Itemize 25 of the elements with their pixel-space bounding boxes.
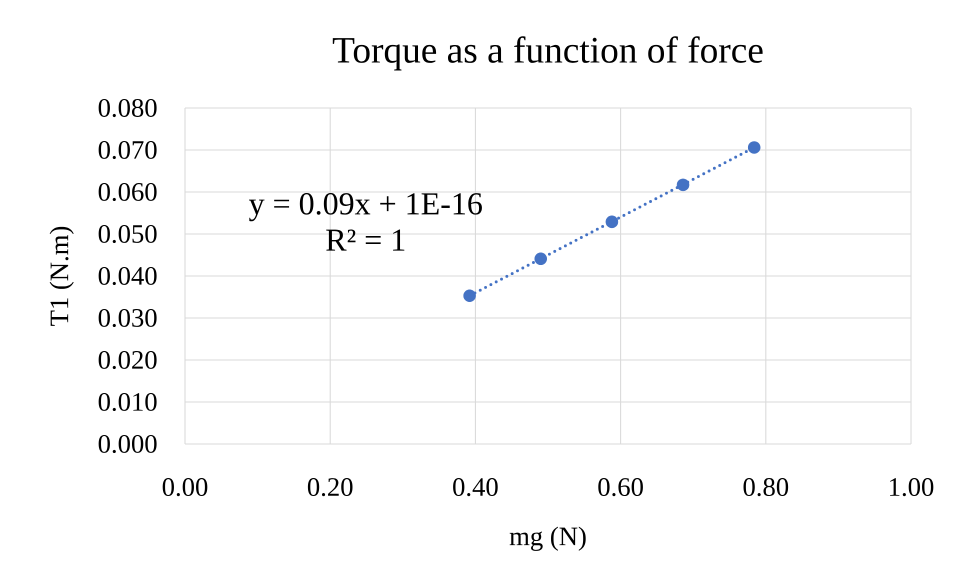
y-tick-label: 0.040 [98,266,157,286]
y-tick-label: 0.030 [98,308,157,328]
y-tick-label: 0.070 [98,140,157,160]
chart-title: Torque as a function of force [332,36,763,70]
x-tick-label: 0.80 [744,478,788,496]
y-tick-label: 0.060 [98,182,157,202]
y-tick-label: 0.050 [98,224,157,244]
annotation: y = 0.09x + 1E-16 [249,193,482,222]
y-axis-title: T1 (N.m) [50,226,74,326]
point [534,252,548,266]
x-axis-title: mg (N) [510,526,586,551]
x-tick-label: 1.00 [890,478,934,496]
x-tick-label: 0.60 [598,478,643,496]
point [748,141,760,154]
point [463,289,476,302]
x-tick-label: 0.00 [162,478,208,496]
y-tick-label: 0.020 [98,350,157,370]
x-tick-label: 0.20 [308,478,353,496]
y-tick-label: 0.080 [98,98,157,118]
y-tick-label: 0.000 [98,434,157,454]
y-tick-label: 0.010 [98,392,157,412]
annotation: R² = 1 [326,229,404,251]
point [606,216,618,228]
x-tick-label: 0.40 [453,478,498,496]
point [676,178,690,192]
